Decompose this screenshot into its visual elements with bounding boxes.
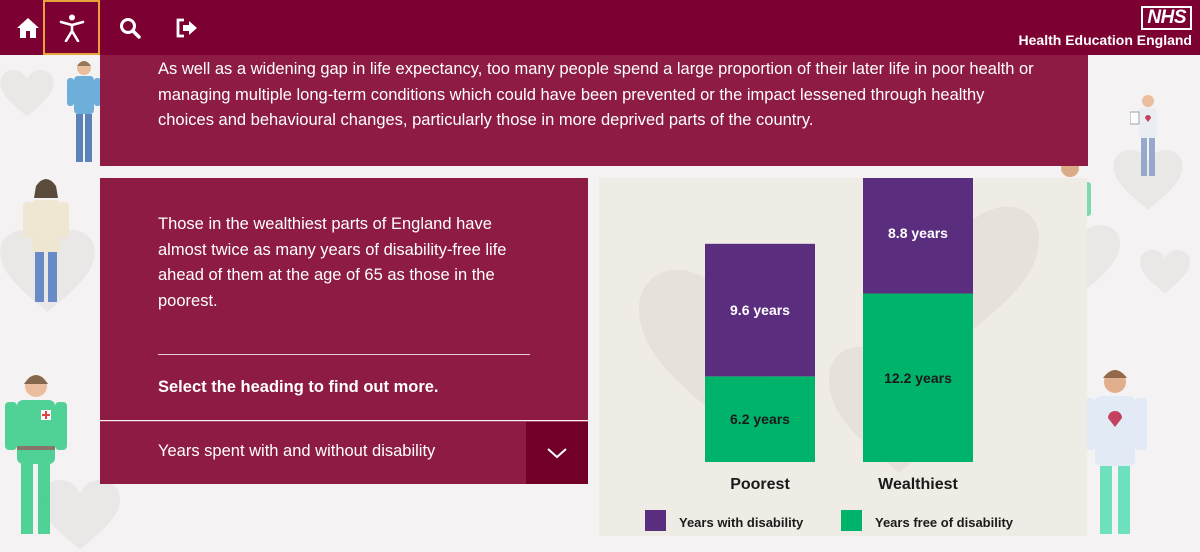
exit-icon: [176, 18, 197, 37]
chart-panel: 6.2 years 9.6 years Poorest 12.2 years 8.8 y…: [599, 178, 1087, 536]
info-card: Those in the wealthiest parts of England…: [100, 178, 588, 420]
legend-swatch: [645, 510, 666, 531]
info-card-instruction: Select the heading to find out more.: [158, 378, 439, 396]
intro-text: As well as a widening gap in life expect…: [158, 60, 1034, 129]
staff-illustration: [1130, 95, 1157, 176]
bar-wealthiest-with: [863, 178, 973, 294]
paramedic-illustration: [5, 375, 67, 534]
doctor-illustration: [23, 179, 69, 302]
bar-poorest-with: [705, 243, 815, 377]
home-button[interactable]: [0, 0, 55, 55]
nurse-illustration: [67, 61, 101, 162]
bar-data-label: 9.6 years: [730, 302, 790, 318]
accordion-heading-label: Years spent with and without disability: [158, 442, 436, 460]
exit-button[interactable]: [159, 0, 214, 55]
search-button[interactable]: [102, 0, 157, 55]
background-heart: [0, 230, 95, 312]
bar-data-label: 8.8 years: [888, 225, 948, 241]
stacked-bar-chart: 6.2 years 9.6 years Poorest 12.2 years 8.8 y…: [645, 178, 1014, 531]
bar-data-label: 12.2 years: [884, 370, 952, 386]
home-icon: [16, 17, 39, 38]
background-heart: [1113, 150, 1183, 210]
background-heart: [40, 480, 120, 550]
background-heart: [0, 70, 54, 117]
accordion-toggle-button[interactable]: [526, 422, 588, 484]
legend-label: Years with disability: [679, 515, 804, 530]
brand-name: Health Education England: [1018, 32, 1192, 48]
accessibility-icon: [59, 14, 84, 42]
divider: [158, 354, 530, 355]
category-label: Wealthiest: [878, 476, 958, 493]
accessibility-button[interactable]: [43, 0, 100, 55]
category-label: Poorest: [730, 476, 790, 493]
consultant-illustration: [1083, 370, 1147, 534]
background-heart: [1140, 250, 1190, 294]
brand: NHS Health Education England: [1019, 6, 1192, 48]
bar-wealthiest-free: [863, 293, 973, 462]
top-navigation-bar: NHS Health Education England: [0, 0, 1200, 55]
bar-poorest-free: [705, 376, 815, 462]
info-card-text: Those in the wealthiest parts of England…: [158, 215, 507, 310]
legend-swatch: [841, 510, 862, 531]
nhs-logo: NHS: [1141, 6, 1192, 30]
accordion-heading[interactable]: Years spent with and without disability: [100, 421, 588, 484]
bar-data-label: 6.2 years: [730, 411, 790, 427]
chevron-down-icon: [547, 448, 567, 459]
search-icon: [119, 17, 141, 39]
intro-panel: As well as a widening gap in life expect…: [100, 55, 1088, 166]
legend-label: Years free of disability: [875, 515, 1014, 530]
